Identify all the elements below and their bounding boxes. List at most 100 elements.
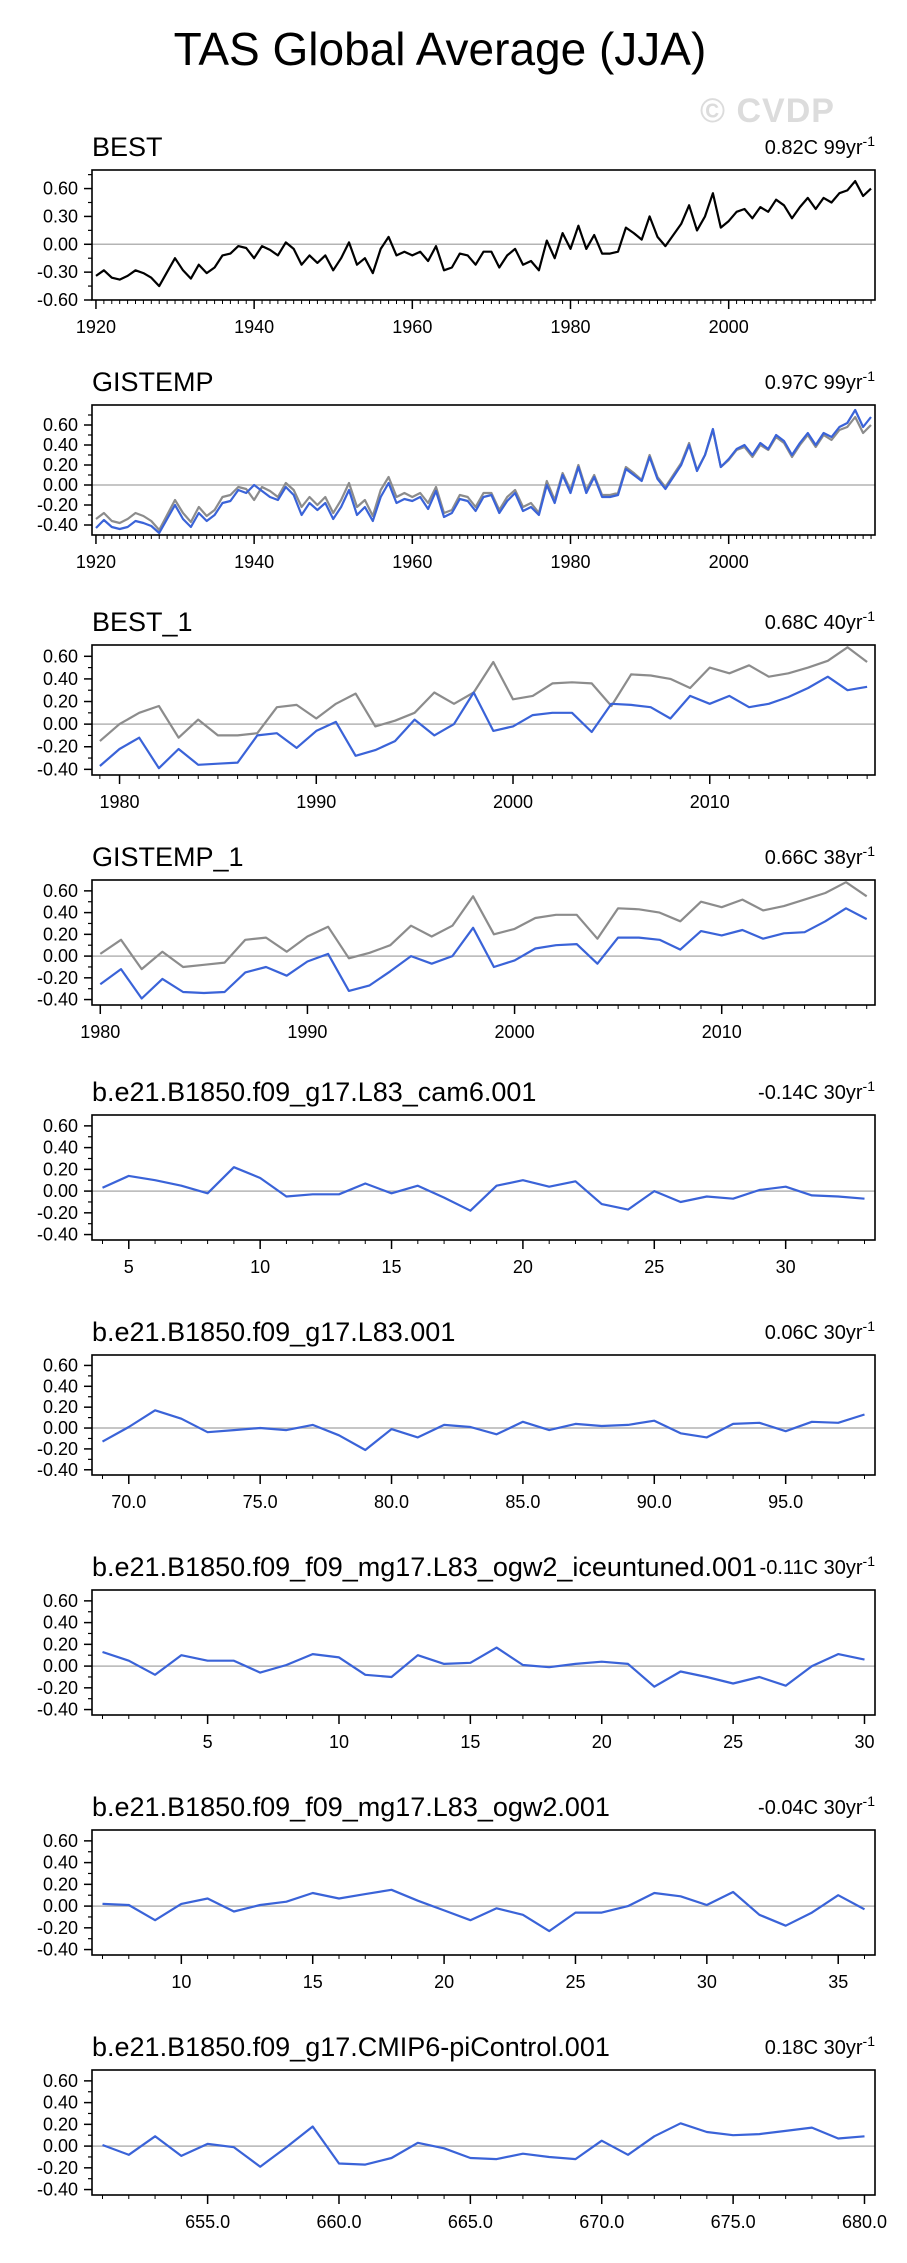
- x-tick-label: 15: [303, 1972, 323, 1992]
- series-line: [102, 1646, 865, 1688]
- y-tick-label: 0.00: [43, 1181, 78, 1201]
- y-tick-label: -0.40: [37, 2180, 78, 2200]
- x-tick-label: 10: [250, 1257, 270, 1277]
- x-tick-label: 1960: [392, 317, 432, 337]
- trend-label: 0.68C 40yr-1: [765, 608, 876, 634]
- y-tick-label: 0.20: [43, 1634, 78, 1654]
- series-line: [99, 646, 868, 742]
- x-tick-label: 1990: [296, 792, 336, 812]
- y-tick-label: 0.20: [43, 1397, 78, 1417]
- trend-value: -0.11C 30yr: [760, 1557, 863, 1579]
- x-tick-label: 15: [382, 1257, 402, 1277]
- y-tick-label: -0.40: [37, 1225, 78, 1245]
- y-tick-label: 0.20: [43, 455, 78, 475]
- trend-value: 0.66C 38yr: [765, 847, 863, 869]
- x-tick-label: 20: [434, 1972, 454, 1992]
- trend-label: -0.11C 30yr-1: [760, 1553, 876, 1579]
- x-tick-label: 10: [171, 1972, 191, 1992]
- y-tick-label: 0.40: [43, 1138, 78, 1158]
- y-tick-label: 0.60: [43, 179, 78, 199]
- y-tick-label: -0.30: [37, 262, 78, 282]
- y-tick-label: 0.20: [43, 1159, 78, 1179]
- panel-title: GISTEMP: [92, 367, 214, 397]
- x-tick-label: 30: [697, 1972, 717, 1992]
- y-tick-label: -0.20: [37, 1678, 78, 1698]
- panel-title: b.e21.B1850.f09_g17.CMIP6-piControl.001: [92, 2032, 610, 2062]
- y-tick-label: 0.40: [43, 435, 78, 455]
- x-tick-label: 1980: [100, 792, 140, 812]
- y-tick-label: 0.60: [43, 646, 78, 666]
- y-tick-label: 0.40: [43, 669, 78, 689]
- trend-label: -0.14C 30yr-1: [758, 1078, 875, 1104]
- y-tick-label: -0.20: [37, 1203, 78, 1223]
- x-tick-label: 95.0: [768, 1492, 803, 1512]
- x-tick-label: 680.0: [842, 2212, 887, 2232]
- trend-value: 0.06C 30yr: [765, 1322, 863, 1344]
- series-line: [99, 675, 868, 770]
- y-tick-label: 0.60: [43, 1116, 78, 1136]
- page-title: TAS Global Average (JJA): [173, 23, 707, 75]
- y-tick-label: 0.00: [43, 2136, 78, 2156]
- y-tick-label: 0.00: [43, 1896, 78, 1916]
- y-tick-label: -0.20: [37, 2158, 78, 2178]
- x-tick-label: 665.0: [448, 2212, 493, 2232]
- trend-exponent: -1: [863, 133, 876, 149]
- series-line: [95, 408, 872, 535]
- x-tick-label: 5: [203, 1732, 213, 1752]
- y-tick-label: 0.40: [43, 1613, 78, 1633]
- y-tick-label: 0.60: [43, 1831, 78, 1851]
- x-tick-label: 25: [565, 1972, 585, 1992]
- x-tick-label: 660.0: [316, 2212, 361, 2232]
- series-line: [102, 2122, 865, 2168]
- trend-value: -0.14C 30yr: [758, 1082, 863, 1104]
- x-tick-label: 2000: [493, 792, 533, 812]
- trend-exponent: -1: [863, 368, 876, 384]
- x-tick-label: 670.0: [579, 2212, 624, 2232]
- y-tick-label: -0.20: [37, 737, 78, 757]
- x-tick-label: 80.0: [374, 1492, 409, 1512]
- x-tick-label: 2000: [495, 1022, 535, 1042]
- plot-frame: [91, 1589, 876, 1716]
- panel-title: b.e21.B1850.f09_f09_mg17.L83_ogw2.001: [92, 1792, 610, 1822]
- series-line: [99, 881, 868, 971]
- trend-exponent: -1: [863, 1793, 876, 1809]
- y-tick-label: 0.30: [43, 206, 78, 226]
- x-tick-label: 2000: [709, 317, 749, 337]
- y-tick-label: 0.60: [43, 415, 78, 435]
- panel-title: b.e21.B1850.f09_f09_mg17.L83_ogw2_iceunt…: [92, 1552, 757, 1582]
- y-tick-label: 0.40: [43, 1376, 78, 1396]
- y-tick-label: 0.20: [43, 692, 78, 712]
- y-tick-label: -0.40: [37, 515, 78, 535]
- series-line: [101, 1409, 865, 1452]
- x-tick-label: 1940: [234, 317, 274, 337]
- trend-exponent: -1: [863, 1078, 876, 1094]
- y-tick-label: -0.40: [37, 759, 78, 779]
- series-line: [102, 1166, 865, 1212]
- x-tick-label: 30: [854, 1732, 874, 1752]
- trend-label: 0.97C 99yr-1: [765, 368, 876, 394]
- trend-label: 0.66C 38yr-1: [765, 843, 876, 869]
- series-line: [95, 415, 872, 532]
- x-tick-label: 1960: [392, 552, 432, 572]
- y-tick-label: 0.00: [43, 1656, 78, 1676]
- panel-title: BEST_1: [92, 607, 193, 637]
- y-tick-label: 0.00: [43, 1418, 78, 1438]
- trend-exponent: -1: [863, 608, 876, 624]
- trend-label: 0.82C 99yr-1: [765, 133, 876, 159]
- x-tick-label: 2000: [709, 552, 749, 572]
- trend-value: 0.82C 99yr: [765, 137, 863, 159]
- trend-exponent: -1: [863, 1553, 876, 1569]
- y-tick-label: 0.60: [43, 881, 78, 901]
- x-tick-label: 10: [329, 1732, 349, 1752]
- plot-frame: [91, 879, 876, 1006]
- trend-label: 0.06C 30yr-1: [765, 1318, 876, 1344]
- x-tick-label: 35: [828, 1972, 848, 1992]
- trend-exponent: -1: [863, 2033, 876, 2049]
- y-tick-label: -0.40: [37, 1460, 78, 1480]
- y-tick-label: 0.20: [43, 2114, 78, 2134]
- y-tick-label: -0.20: [37, 1439, 78, 1459]
- series-line: [102, 1888, 866, 1933]
- y-tick-label: 0.20: [43, 1874, 78, 1894]
- y-tick-label: 0.60: [43, 2071, 78, 2091]
- trend-value: 0.18C 30yr: [765, 2037, 863, 2059]
